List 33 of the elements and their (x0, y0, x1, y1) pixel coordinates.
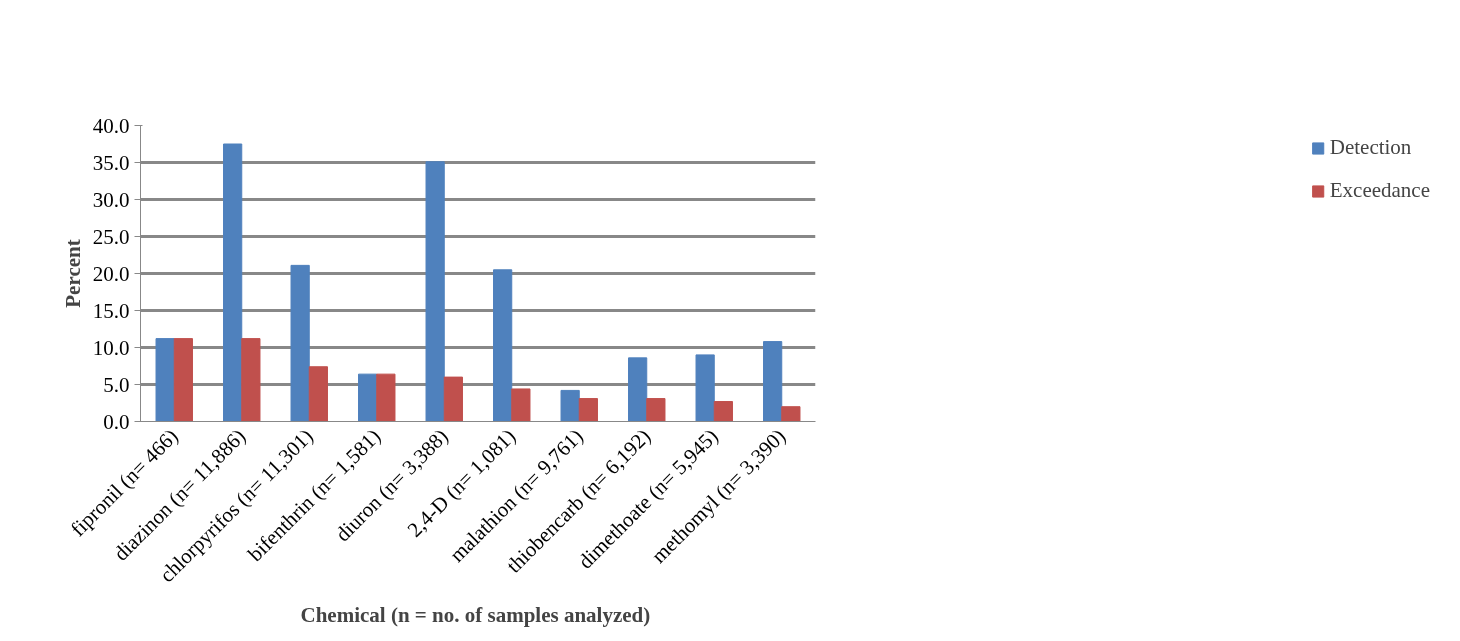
legend-label: Exceedance (1329, 178, 1430, 203)
y-tick-label: 25.0 (92, 224, 130, 249)
y-tick-label: 20.0 (92, 261, 130, 286)
y-tick-label: 30.0 (92, 187, 130, 212)
bar (308, 366, 328, 422)
legend-label: Detection (1329, 135, 1412, 160)
bar (290, 264, 310, 422)
y-tick-label: 0.0 (103, 409, 130, 434)
bar (578, 398, 598, 422)
bar (713, 401, 733, 422)
bar (511, 388, 531, 422)
y-tick-label: 35.0 (92, 150, 130, 175)
bar (646, 398, 666, 422)
bar (628, 357, 648, 422)
bar (781, 406, 801, 422)
bar (763, 341, 783, 422)
y-tick-label: 10.0 (92, 335, 130, 360)
bar (695, 354, 715, 422)
y-tick-label: 5.0 (103, 372, 130, 397)
y-tick-label: 15.0 (92, 298, 130, 323)
y-tick-label: 40.0 (92, 113, 130, 138)
bar (358, 373, 378, 422)
bar (173, 338, 193, 422)
bar (443, 376, 463, 422)
bar (376, 373, 396, 422)
y-axis-title: Percent (60, 239, 85, 308)
bar (155, 338, 175, 422)
bar (493, 269, 513, 422)
bar (425, 161, 445, 422)
bar (560, 389, 580, 422)
bar (223, 143, 243, 422)
bar (241, 338, 261, 422)
x-axis-title: Chemical (n = no. of samples analyzed) (300, 603, 651, 628)
